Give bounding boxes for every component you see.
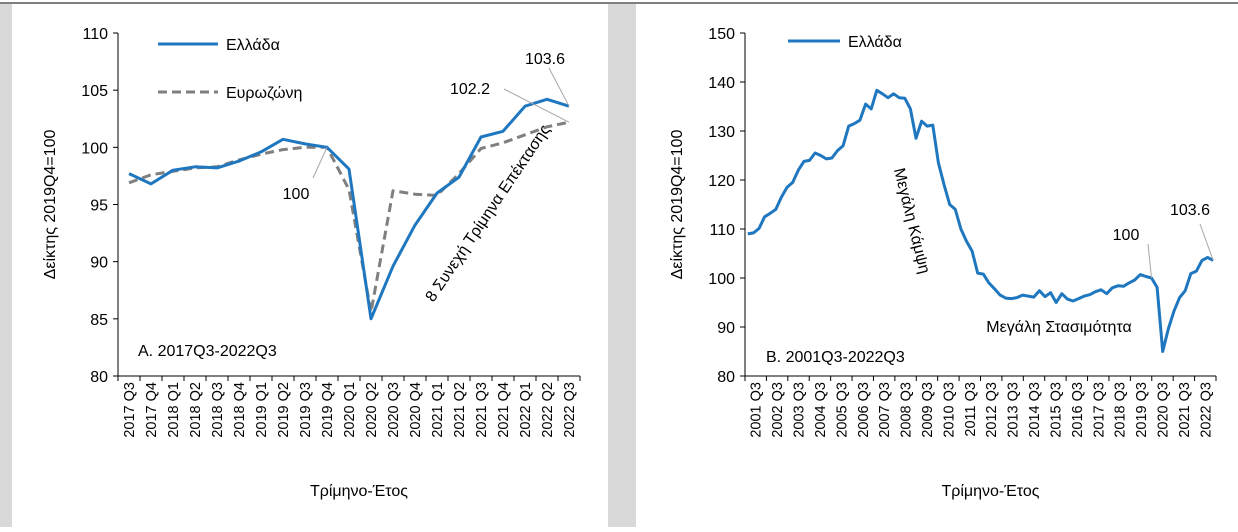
y-axis-title: Δείκτης 2019Q4=100: [669, 130, 686, 280]
x-tick-label: 2018 Q2: [188, 382, 204, 438]
x-tick-label: 2022 Q2: [540, 382, 556, 438]
x-tick-label: 2004 Q3: [813, 382, 829, 438]
x-tick-label: 2021 Q1: [430, 382, 446, 438]
x-tick-label: 2020 Q3: [386, 382, 402, 438]
y-tick-label: 110: [709, 222, 735, 239]
x-tick-label: 2011 Q3: [963, 382, 979, 437]
legend-label-eurozone: Ευρωζώνη: [226, 85, 302, 102]
x-tick-label: 2003 Q3: [792, 382, 808, 438]
x-tick-label: 2020 Q2: [364, 382, 380, 438]
x-tick-label: 2022 Q3: [562, 382, 578, 438]
x-tick-label: 2017 Q4: [144, 382, 160, 438]
middle-gray-strip: [608, 4, 636, 527]
x-tick-label: 2019 Q3: [298, 382, 314, 438]
y-tick-label: 85: [90, 312, 108, 329]
x-tick-label: 2021 Q4: [496, 382, 512, 438]
x-tick-label: 2009 Q3: [920, 382, 936, 438]
x-tick-label: 2021 Q3: [474, 382, 490, 438]
x-tick-label: 2019 Q1: [254, 382, 270, 438]
x-tick-label: 2017 Q3: [122, 382, 138, 438]
annotation-100: 100: [1113, 227, 1140, 244]
x-tick-label: 2018 Q3: [210, 382, 226, 438]
x-tick-label: 2022 Q1: [518, 382, 534, 438]
y-tick-label: 95: [90, 198, 108, 215]
annotation-100: 100: [283, 186, 310, 203]
legend-label-greece: Ελλάδα: [226, 37, 280, 54]
annotation-leader-103-6: [1199, 223, 1214, 261]
annotation-leader-100: [1147, 243, 1153, 279]
x-axis-title: Τρίμηνο-Έτος: [310, 483, 408, 500]
x-tick-label: 2002 Q3: [770, 382, 786, 438]
annotation-102-2: 102.2: [450, 81, 490, 98]
x-tick-label: 2013 Q3: [1006, 382, 1022, 438]
x-tick-label: 2014 Q3: [1027, 382, 1043, 438]
x-tick-label: 2020 Q3: [1155, 382, 1171, 438]
series-line-greece: [747, 88, 1214, 353]
x-tick-label: 2018 Q3: [1113, 382, 1129, 438]
y-tick-label: 90: [90, 255, 108, 272]
y-tick-label: 80: [90, 369, 108, 386]
annotation-leader-102-2: [503, 88, 570, 123]
x-tick-label: 2019 Q2: [276, 382, 292, 438]
y-axis-title: Δείκτης 2019Q4=100: [42, 130, 59, 280]
x-tick-label: 2019 Q3: [1134, 382, 1150, 438]
x-tick-label: 2020 Q4: [408, 382, 424, 438]
x-tick-label: 2019 Q4: [320, 382, 336, 438]
annotation-stagnation-note: Μεγάλη Στασιμότητα: [986, 319, 1131, 336]
x-tick-label: 2016 Q3: [1070, 382, 1086, 438]
x-axis-title: Τρίμηνο-Έτος: [941, 483, 1039, 500]
x-tick-label: 2021 Q3: [1177, 382, 1193, 438]
x-tick-label: 2020 Q1: [342, 382, 358, 438]
annotation-leader-100: [312, 147, 328, 179]
y-tick-label: 110: [82, 26, 108, 43]
chart-panel-b: 80 90 100 110 120 130 140 150 2001 Q3 2002 Q3 2003…: [669, 26, 1217, 500]
y-tick-label: 140: [708, 75, 735, 92]
annotation-103-6: 103.6: [1170, 202, 1210, 219]
x-tick-label: 2006 Q3: [856, 382, 872, 438]
panel-label: Β. 2001Q3-2022Q3: [766, 349, 905, 366]
x-tick-label: 2008 Q3: [899, 382, 915, 438]
y-tick-label: 130: [708, 124, 735, 141]
left-gray-strip: [0, 4, 12, 527]
x-tick-label: 2022 Q3: [1198, 382, 1214, 438]
y-tick-label: 105: [81, 83, 108, 100]
x-tick-label: 2015 Q3: [1048, 382, 1064, 438]
y-tick-label: 100: [708, 271, 735, 288]
y-tick-label: 150: [708, 26, 735, 43]
x-tick-label: 2017 Q3: [1091, 382, 1107, 438]
y-tick-label: 90: [717, 320, 735, 337]
x-tick-label: 2001 Q3: [749, 382, 765, 438]
legend-label-greece: Ελλάδα: [848, 34, 902, 51]
x-tick-label: 2012 Q3: [984, 382, 1000, 438]
y-tick-label: 100: [81, 140, 108, 157]
x-tick-label: 2018 Q4: [232, 382, 248, 438]
annotation-leader-103-6: [548, 67, 570, 107]
x-tick-label: 2021 Q2: [452, 382, 468, 438]
panel-label: Α. 2017Q3-2022Q3: [138, 343, 277, 360]
x-tick-label: 2005 Q3: [834, 382, 850, 438]
y-tick-label: 80: [717, 369, 735, 386]
series-line-greece: [128, 97, 570, 321]
x-tick-label: 2010 Q3: [941, 382, 957, 438]
x-tick-label: 2007 Q3: [877, 382, 893, 438]
y-tick-label: 120: [708, 173, 735, 190]
x-tick-label: 2018 Q1: [166, 382, 182, 438]
annotation-103-6: 103.6: [525, 51, 565, 68]
